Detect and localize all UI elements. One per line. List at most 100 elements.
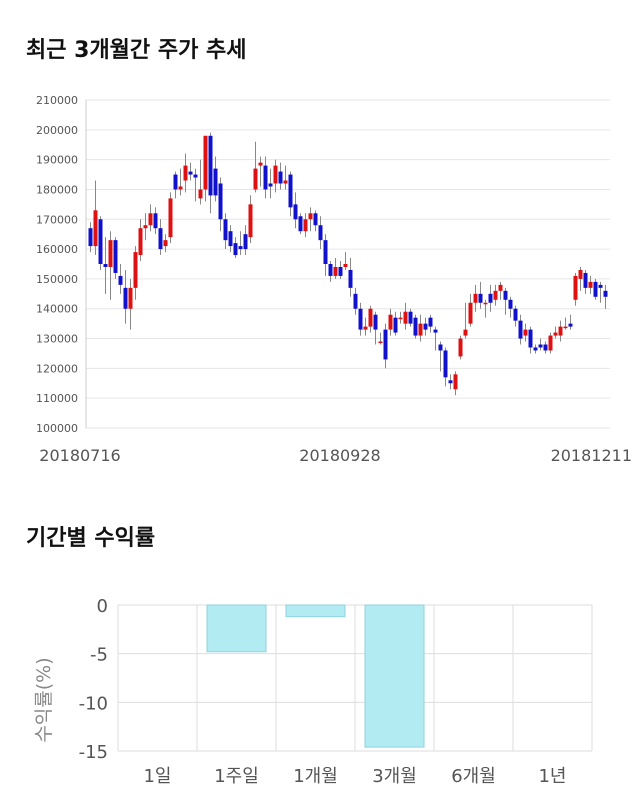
candle-body: [153, 213, 158, 229]
candle-body: [583, 272, 588, 288]
candle-body: [603, 290, 608, 297]
x-category-label: 6개월: [451, 766, 496, 787]
candle-body: [448, 380, 453, 384]
candle-body: [563, 326, 568, 329]
candle-body: [433, 329, 438, 333]
candle-body: [138, 228, 143, 256]
candle-body: [228, 231, 233, 247]
y-tick-label: 0: [97, 596, 108, 617]
candle-body: [303, 219, 308, 232]
y-tick-label: -5: [90, 645, 108, 666]
candle-body: [423, 323, 428, 330]
x-tick-label: 20180928: [299, 446, 380, 465]
candle-body: [428, 317, 433, 327]
candle-body: [208, 135, 213, 196]
candle-body: [313, 213, 318, 226]
candle-body: [463, 329, 468, 336]
candle-body: [383, 329, 388, 360]
candle-body: [348, 269, 353, 288]
candle-body: [458, 338, 463, 357]
x-tick-label: 20181211: [551, 446, 632, 465]
candle-body: [288, 174, 293, 208]
y-tick-label: 190000: [36, 154, 78, 167]
candle-body: [543, 344, 548, 351]
stock-trend-title: 최근 3개월간 주가 추세: [26, 38, 247, 63]
y-tick-label: -10: [79, 693, 108, 714]
candle-body: [168, 198, 173, 238]
x-category-label: 3개월: [372, 766, 417, 787]
x-tick-label: 20180716: [39, 446, 120, 465]
candle-body: [443, 350, 448, 378]
candle-body: [523, 329, 528, 336]
y-tick-label: 210000: [36, 94, 78, 107]
candle-body: [273, 165, 278, 184]
candle-body: [413, 317, 418, 336]
returns-bar-chart: 0 -5 -10 -15 1일 1주일 1개월 3개월 6개월 1년 수익률(%): [33, 596, 593, 787]
candle-body: [143, 225, 148, 229]
candle-body: [178, 186, 183, 190]
candle-body: [193, 174, 198, 178]
candle-body: [88, 228, 93, 247]
candle-body: [488, 293, 493, 303]
candle-body: [363, 326, 368, 330]
y-tick-label: 170000: [36, 213, 78, 226]
candle-body: [163, 240, 168, 247]
candle-body: [478, 293, 483, 303]
candle-body: [483, 302, 488, 305]
candle-body: [453, 374, 458, 390]
y-tick-label: 130000: [36, 333, 78, 346]
candle-body: [493, 290, 498, 300]
candlestick-chart: 100000 110000 120000 130000 140000 150000 1600…: [36, 94, 632, 465]
y-tick-label: 200000: [36, 124, 78, 137]
y-tick-label: 150000: [36, 273, 78, 286]
y-tick-label: 110000: [36, 392, 78, 405]
x-category-label: 1일: [143, 766, 171, 787]
candle-body: [213, 168, 218, 196]
period-returns-title: 기간별 수익률: [26, 526, 156, 551]
candle-body: [263, 165, 268, 190]
y-tick-label: 160000: [36, 243, 78, 256]
candle-body: [183, 165, 188, 181]
candle-body: [243, 234, 248, 250]
candle-body: [358, 308, 363, 330]
candle-body: [268, 183, 273, 187]
candle-body: [378, 341, 383, 344]
candle-body: [438, 344, 443, 351]
candle-body: [388, 314, 393, 330]
candle-body: [533, 347, 538, 351]
return-bar: [364, 604, 425, 748]
y-tick-label: 100000: [36, 422, 78, 435]
candle-body: [113, 240, 118, 273]
candle-body: [503, 290, 508, 300]
candle-body: [108, 240, 113, 267]
candle-body: [473, 293, 478, 303]
y-tick-label: 120000: [36, 362, 78, 375]
candle-body: [353, 293, 358, 309]
candle-body: [248, 204, 253, 238]
candle-body: [103, 264, 108, 267]
candle-body: [188, 171, 193, 175]
candle-body: [528, 329, 533, 348]
candle-body: [368, 308, 373, 327]
candle-body: [98, 219, 103, 264]
candle-body: [293, 204, 298, 220]
candle-body: [393, 317, 398, 333]
candle-body: [308, 213, 313, 220]
candle-body: [568, 323, 573, 327]
candle-body: [508, 299, 513, 309]
candle-body: [148, 213, 153, 226]
candle-body: [298, 216, 303, 232]
candle-body: [538, 344, 543, 348]
candle-body: [333, 266, 338, 276]
return-bar: [285, 604, 346, 618]
candle-body: [323, 240, 328, 264]
candle-body: [408, 311, 413, 324]
candle-body: [123, 287, 128, 309]
candle-body: [258, 162, 263, 166]
candle-body: [173, 174, 178, 190]
y-tick-label: 140000: [36, 303, 78, 316]
candle-body: [318, 225, 323, 241]
candle-body: [578, 269, 583, 279]
candle-body: [233, 243, 238, 256]
candle-body: [593, 281, 598, 297]
